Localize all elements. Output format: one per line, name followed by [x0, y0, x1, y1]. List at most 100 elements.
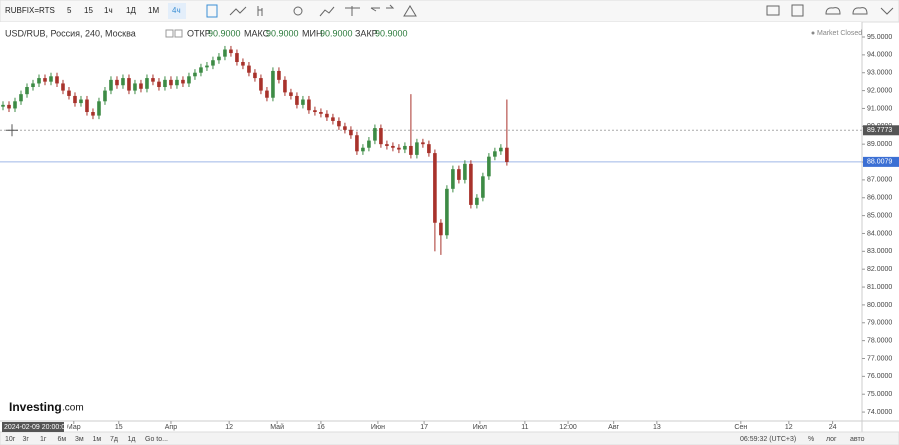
y-tick-label: 86.0000	[867, 195, 892, 202]
y-tick-label: 80.0000	[867, 302, 892, 309]
icon[interactable]	[174, 29, 183, 38]
x-tick-label: 12:00	[559, 424, 577, 431]
y-tick-label: 75.0000	[867, 391, 892, 398]
candle-body	[325, 113, 329, 118]
candle-body	[505, 147, 509, 163]
crosshair-price-bg	[863, 125, 899, 136]
range[interactable]: 1д	[128, 436, 136, 443]
candle-body	[181, 79, 185, 84]
candle-body	[127, 78, 131, 91]
candle-body	[481, 176, 485, 198]
candle-body	[37, 78, 41, 84]
x-tick-label: 16	[317, 424, 325, 431]
candle-body	[463, 163, 467, 180]
y-tick-label: 95.0000	[867, 34, 892, 41]
y-tick-label: 89.0000	[867, 141, 892, 148]
candle-body	[103, 90, 107, 102]
clock: 06:59:32 (UTC+3)	[740, 436, 796, 443]
interval[interactable]: 1М	[148, 6, 159, 15]
candle-body	[91, 112, 95, 116]
low-value: 90.9000	[320, 28, 353, 38]
candle-body	[211, 60, 215, 66]
interval[interactable]: 1Д	[126, 6, 136, 15]
candle-body	[271, 70, 275, 98]
candle-body	[331, 117, 335, 121]
range[interactable]: 7д	[110, 436, 118, 443]
open-value: 90.9000	[208, 28, 241, 38]
candle-body	[403, 145, 407, 150]
icon[interactable]	[165, 29, 174, 38]
y-tick-label: 79.0000	[867, 320, 892, 327]
candle-body	[133, 83, 137, 91]
y-tick-label: 78.0000	[867, 337, 892, 344]
plot-area	[0, 22, 862, 421]
status-dot	[811, 31, 815, 35]
candle-body	[193, 72, 197, 77]
candle-body	[175, 79, 179, 86]
candle-body	[55, 76, 59, 84]
candle-body	[109, 79, 113, 91]
candle-body	[199, 67, 203, 73]
logo: Investing	[9, 400, 62, 414]
high-label: МАКС	[244, 28, 270, 38]
x-tick-label: Июл	[473, 424, 487, 431]
auto-toggle[interactable]: авто	[850, 436, 865, 443]
range[interactable]: 1г	[40, 436, 47, 443]
goto[interactable]: Go to...	[145, 436, 168, 443]
candle-body	[427, 144, 431, 154]
range[interactable]: 1м	[93, 436, 102, 443]
y-tick-label: 77.0000	[867, 355, 892, 362]
candle-body	[43, 78, 47, 82]
candle-body	[409, 145, 413, 155]
x-tick-label: Мар	[67, 424, 81, 431]
candle-body	[415, 142, 419, 155]
candle-body	[457, 169, 461, 180]
candle-body	[301, 99, 305, 105]
percent-toggle[interactable]: %	[808, 436, 814, 443]
x-tick-label: 24	[829, 424, 837, 431]
y-tick-label: 74.0000	[867, 409, 892, 416]
candle-body	[451, 169, 455, 189]
interval[interactable]: 1ч	[104, 6, 113, 15]
interval[interactable]: 4ч	[172, 6, 181, 15]
x-tick-label: 11	[521, 424, 528, 431]
low-label: МИН	[302, 28, 322, 38]
candle-body	[139, 83, 143, 89]
y-tick-label: 76.0000	[867, 373, 892, 380]
candle-body	[469, 163, 473, 205]
candle-body	[163, 79, 167, 88]
logo-suffix: .com	[62, 403, 84, 414]
candle-body	[487, 156, 491, 177]
interval[interactable]: 5	[67, 6, 72, 15]
candle-body	[259, 78, 263, 91]
range[interactable]: 6м	[58, 436, 67, 443]
range[interactable]: 3м	[75, 436, 84, 443]
candle-body	[79, 99, 83, 104]
range[interactable]: 3г	[23, 436, 30, 443]
y-tick-label: 92.0000	[867, 87, 892, 94]
candle-body	[391, 145, 395, 148]
candle-body	[337, 120, 341, 127]
candle-body	[73, 95, 77, 104]
candle-body	[187, 76, 191, 84]
candle-body	[61, 83, 65, 91]
candle-body	[439, 222, 443, 236]
x-tick-label: 13	[653, 424, 661, 431]
toolbar-icons[interactable]	[206, 4, 894, 18]
y-tick-label: 93.0000	[867, 70, 892, 77]
candle-body	[241, 62, 245, 66]
candle-body	[283, 79, 287, 93]
candle-body	[115, 79, 119, 86]
range[interactable]: 10г	[5, 436, 16, 443]
candle-body	[223, 49, 227, 57]
candle-body	[319, 112, 323, 114]
crosshair-cursor	[6, 124, 18, 137]
interval[interactable]: 15	[84, 6, 93, 15]
y-tick-label: 87.0000	[867, 177, 892, 184]
candle-body	[361, 147, 365, 152]
log-toggle[interactable]: лог	[826, 436, 837, 443]
symbol[interactable]: RUBFIX=RTS	[5, 6, 55, 15]
y-tick-label: 94.0000	[867, 52, 892, 59]
candle-body	[397, 147, 401, 150]
candle-body	[307, 99, 311, 111]
